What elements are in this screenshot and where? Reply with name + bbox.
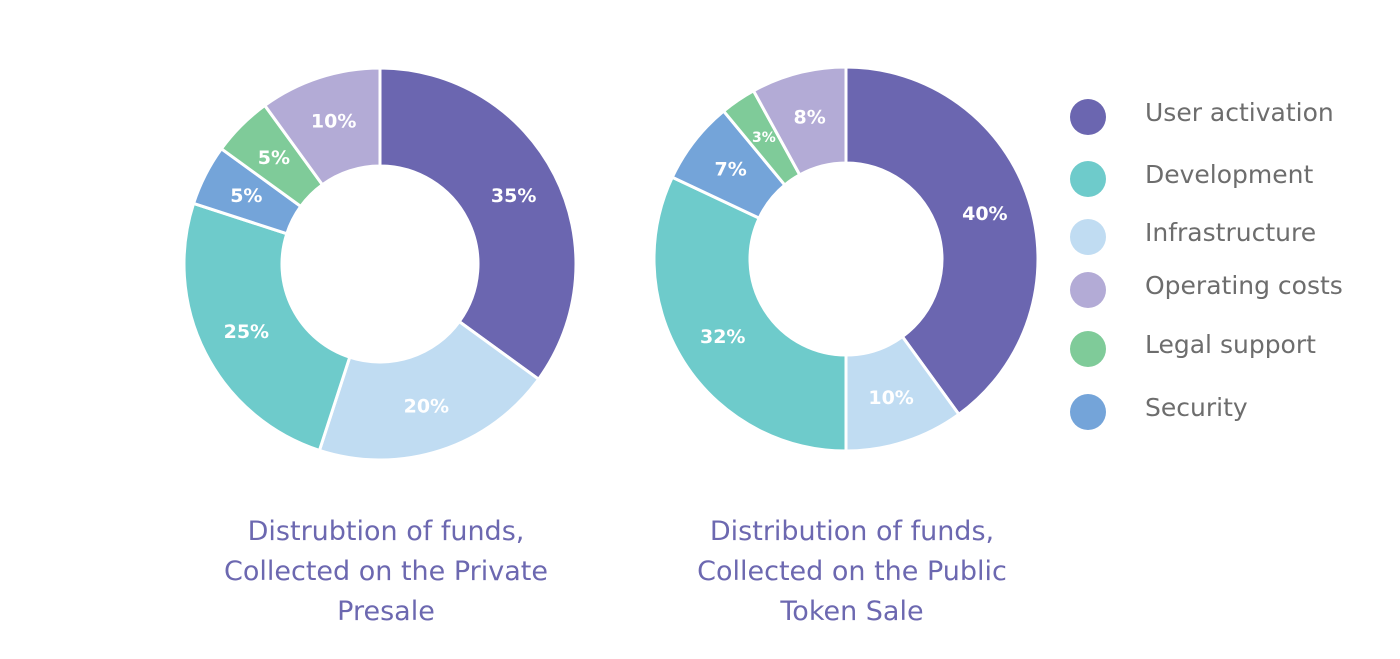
private-presale-slice-infrastructure: [317, 319, 541, 462]
legend-swatch-security: [1070, 394, 1106, 430]
public-token-sale-label-infrastructure: 10%: [868, 387, 913, 409]
private-presale-title: Distrubtion of funds, Collected on the P…: [176, 512, 596, 632]
legend-label-security: Security: [1145, 393, 1248, 422]
private-presale-label-infrastructure: 20%: [404, 396, 449, 418]
private-presale-label-development: 25%: [224, 321, 269, 343]
legend-label-legal-support: Legal support: [1145, 330, 1316, 359]
legend-label-user-activation: User activation: [1145, 98, 1334, 127]
public-token-sale-slice-development: [652, 175, 848, 453]
public-token-sale-title-line-1: Distribution of funds,: [709, 516, 995, 547]
legend-swatch-user-activation: [1070, 99, 1106, 135]
legend-item-security: Security: [1070, 391, 1390, 431]
private-presale-label-user-activation: 35%: [491, 185, 536, 207]
private-presale-label-legal-support: 5%: [258, 147, 290, 169]
legend-item-infrastructure: Infrastructure: [1070, 216, 1390, 256]
legend-swatch-legal-support: [1070, 331, 1106, 367]
public-token-sale-label-security: 7%: [715, 159, 747, 181]
private-presale-slice-development: [182, 201, 352, 453]
public-token-sale-donut: 40% 10% 32% 7% 3% 8%: [652, 65, 1040, 453]
private-presale-title-line-3: Presale: [337, 596, 435, 627]
legend-swatch-operating-costs: [1070, 272, 1106, 308]
public-token-sale-title: Distribution of funds, Collected on the …: [642, 512, 1062, 632]
legend-item-operating-costs: Operating costs: [1070, 269, 1390, 309]
private-presale-title-line-1: Distrubtion of funds,: [247, 516, 525, 547]
private-presale-slice-user-activation: [378, 66, 578, 382]
public-token-sale-slice-operating-costs: [751, 65, 848, 177]
legend-swatch-infrastructure: [1070, 219, 1106, 255]
public-token-sale-label-legal-support: 3%: [752, 130, 776, 146]
legend-label-development: Development: [1145, 160, 1314, 189]
public-token-sale-label-operating-costs: 8%: [794, 107, 826, 129]
private-presale-donut: 35% 20% 25% 5% 5% 10%: [182, 66, 578, 462]
private-presale-title-line-2: Collected on the Private: [224, 556, 548, 587]
private-presale-slice-operating-costs: [262, 66, 382, 187]
public-token-sale-label-user-activation: 40%: [962, 203, 1007, 225]
public-token-sale-label-development: 32%: [700, 326, 745, 348]
legend-label-operating-costs: Operating costs: [1145, 271, 1343, 300]
private-presale-label-security: 5%: [230, 185, 262, 207]
legend-item-development: Development: [1070, 158, 1390, 198]
public-token-sale-slice-user-activation: [844, 65, 1040, 417]
legend-swatch-development: [1070, 161, 1106, 197]
legend-label-infrastructure: Infrastructure: [1145, 218, 1317, 247]
public-token-sale-title-line-3: Token Sale: [780, 596, 924, 627]
public-token-sale-title-line-2: Collected on the Public: [697, 556, 1007, 587]
private-presale-label-operating-costs: 10%: [311, 110, 356, 132]
legend-item-user-activation: User activation: [1070, 96, 1390, 136]
legend-item-legal-support: Legal support: [1070, 328, 1390, 368]
